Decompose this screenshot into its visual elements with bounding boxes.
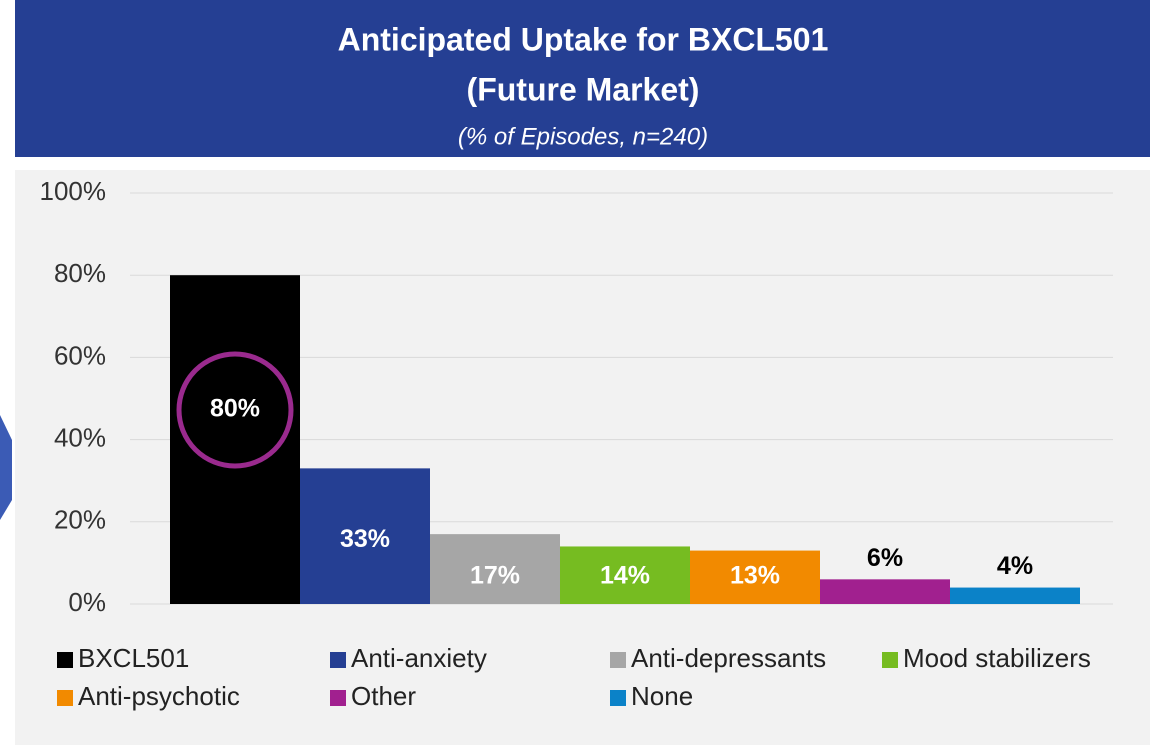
y-tick-label: 100% bbox=[40, 176, 107, 206]
y-tick-label: 0% bbox=[68, 587, 106, 617]
header-band bbox=[15, 0, 1150, 157]
legend-swatch bbox=[610, 690, 626, 706]
legend-label: Anti-anxiety bbox=[351, 643, 487, 673]
highlight-circle bbox=[176, 351, 294, 469]
y-tick-label: 40% bbox=[54, 422, 106, 452]
legend-label: None bbox=[631, 681, 693, 711]
data-label: 6% bbox=[867, 544, 903, 572]
bar bbox=[690, 550, 820, 604]
data-label: 33% bbox=[340, 525, 390, 553]
legend-swatch bbox=[57, 652, 73, 668]
y-tick-label: 20% bbox=[54, 505, 106, 535]
chart-title: (Future Market) bbox=[467, 71, 700, 107]
data-label: 80% bbox=[210, 395, 260, 423]
data-label: 14% bbox=[600, 562, 650, 590]
data-label: 13% bbox=[730, 562, 780, 590]
data-label: 17% bbox=[470, 562, 520, 590]
legend-label: Anti-psychotic bbox=[78, 681, 240, 711]
chart-title: Anticipated Uptake for BXCL501 bbox=[338, 21, 829, 57]
arrow-decoration bbox=[0, 415, 12, 520]
legend-label: Anti-depressants bbox=[631, 643, 826, 673]
bar bbox=[170, 275, 300, 604]
legend-label: Other bbox=[351, 681, 416, 711]
bar bbox=[820, 579, 950, 604]
y-tick-label: 80% bbox=[54, 258, 106, 288]
bar bbox=[560, 546, 690, 604]
legend-label: Mood stabilizers bbox=[903, 643, 1091, 673]
legend-swatch bbox=[882, 652, 898, 668]
legend-swatch bbox=[330, 690, 346, 706]
chart-subtitle: (% of Episodes, n=240) bbox=[458, 123, 708, 150]
legend-swatch bbox=[330, 652, 346, 668]
data-label: 4% bbox=[997, 552, 1033, 580]
bar bbox=[300, 468, 430, 604]
bar bbox=[950, 587, 1080, 604]
legend-swatch bbox=[57, 690, 73, 706]
y-tick-label: 60% bbox=[54, 340, 106, 370]
bar bbox=[430, 534, 560, 604]
legend-swatch bbox=[610, 652, 626, 668]
legend-label: BXCL501 bbox=[78, 643, 189, 673]
